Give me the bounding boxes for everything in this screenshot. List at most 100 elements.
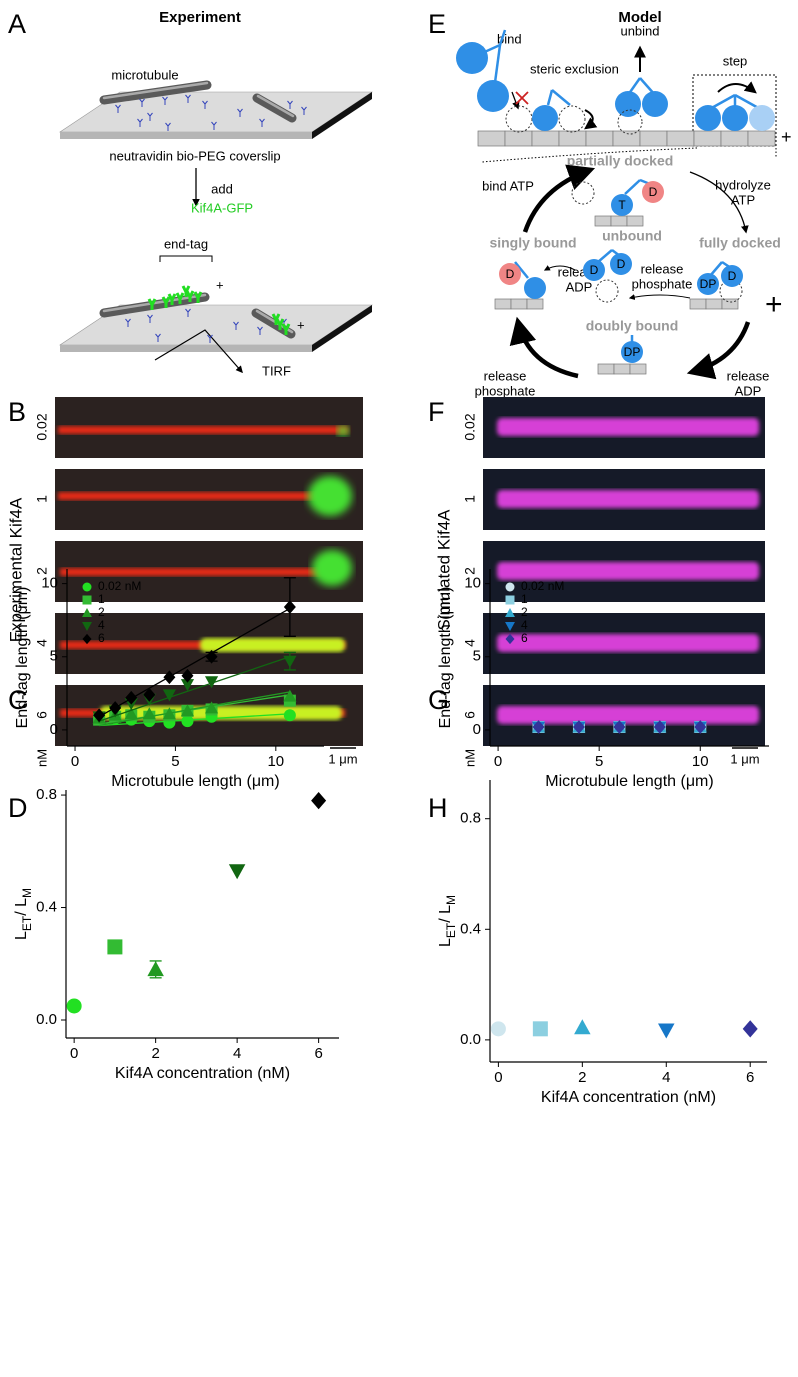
x-tick-label: 2 (578, 1069, 586, 1086)
shape (256, 94, 295, 118)
motor-stalk (624, 179, 641, 195)
panel-label: A (8, 9, 26, 39)
marker-square (107, 939, 123, 955)
marker-triangle-up (283, 689, 297, 702)
marker-diamond (109, 701, 122, 715)
motor-stalk (551, 89, 571, 106)
shape (584, 109, 598, 130)
y-axis-label: LET/ LM (437, 895, 458, 947)
panel-label: B (8, 397, 26, 427)
gfp-motor (147, 298, 157, 310)
track-segment (477, 130, 506, 147)
legend-marker (82, 608, 92, 618)
simulated-signal (497, 706, 759, 724)
label: microtubule (111, 67, 178, 82)
motor-head (583, 259, 605, 281)
shape (628, 294, 691, 301)
row-label: 1 (34, 495, 50, 503)
shape (99, 80, 212, 105)
legend-label: 0.02 nM (98, 579, 141, 593)
motor-stalk (709, 261, 723, 277)
label: unbind (620, 23, 659, 38)
track-segment (666, 130, 695, 147)
label-part: / L (13, 898, 30, 916)
marker-triangle-up (204, 701, 219, 714)
x-axis-label: Kif4A concentration (nM) (115, 1065, 290, 1082)
legend-marker (82, 621, 92, 631)
fit-line (99, 691, 290, 727)
transition-label: ADP (566, 279, 593, 294)
track-segment (720, 130, 749, 147)
track-segment (504, 130, 533, 147)
gfp-motor (193, 291, 203, 303)
subscript: ET (20, 915, 34, 931)
motor-head (524, 277, 546, 299)
track-segment (626, 215, 644, 227)
motor-head (697, 273, 719, 295)
row-label: 6 (462, 711, 478, 719)
shape (154, 329, 243, 374)
motor-stalk (514, 261, 529, 279)
shape (543, 265, 576, 271)
marker-diamond (694, 720, 707, 734)
fit-line (98, 656, 291, 722)
x-tick-label: 0 (70, 1045, 78, 1062)
legend-marker (82, 595, 92, 605)
track-segment (639, 130, 668, 147)
legend-marker (505, 582, 515, 592)
marker-diamond (572, 720, 585, 734)
microtubule-signal (58, 426, 348, 434)
gfp-motor (181, 285, 191, 297)
gfp-motor (271, 313, 281, 325)
marker-diamond (205, 649, 218, 664)
x-axis-label: Microtubule length (μm) (111, 773, 279, 790)
image-ylabel: Experimental Kif4A (6, 497, 25, 642)
legend-label: 1 (98, 592, 105, 606)
end-tag-signal (200, 638, 345, 652)
legend-label: 1 (521, 592, 528, 606)
marker-diamond (143, 687, 156, 702)
transition-label: release (641, 261, 684, 276)
label-part: L (437, 938, 454, 947)
motor-head (477, 80, 509, 112)
legend-marker (505, 621, 515, 631)
shape (511, 91, 520, 110)
marker-diamond (532, 720, 545, 734)
marker-diamond (653, 720, 666, 734)
y-tick-label: 5 (50, 648, 58, 665)
panel-label: F (428, 397, 445, 427)
simulated-signal (497, 562, 759, 580)
x-tick-label: 6 (314, 1045, 322, 1062)
title: Model (618, 9, 661, 26)
plus-end: + (765, 288, 783, 321)
microtubule-signal (60, 568, 322, 576)
legend-marker (505, 633, 515, 645)
transition-label: phosphate (475, 383, 536, 398)
gfp-motor (185, 290, 195, 302)
y-axis-label: LET/ LM (13, 888, 34, 940)
transition-label: hydrolyze (715, 177, 771, 192)
shape (159, 255, 213, 262)
track-segment (721, 298, 739, 310)
marker-triangle-up (162, 707, 176, 720)
track-segment (526, 298, 544, 310)
marker-diamond (742, 1020, 758, 1038)
transition-label: bind ATP (482, 178, 534, 193)
gfp-motor (161, 296, 171, 308)
track-segment (747, 130, 776, 147)
transition-label: ATP (731, 192, 755, 207)
marker-triangle-up (180, 704, 195, 717)
motor-head (617, 109, 643, 135)
legend-label: 6 (521, 631, 528, 645)
motor-head (719, 279, 743, 303)
y-tick-label: 0.8 (460, 810, 481, 827)
end-tag-signal (308, 476, 352, 516)
shape (689, 171, 749, 234)
x-tick-label: 4 (662, 1069, 670, 1086)
nucleotide-label: D (617, 257, 626, 271)
motor-head (642, 91, 668, 117)
state-label: unbound (602, 228, 662, 244)
motor-head (558, 105, 586, 133)
row-label: 1 (462, 495, 478, 503)
shape (312, 92, 372, 139)
